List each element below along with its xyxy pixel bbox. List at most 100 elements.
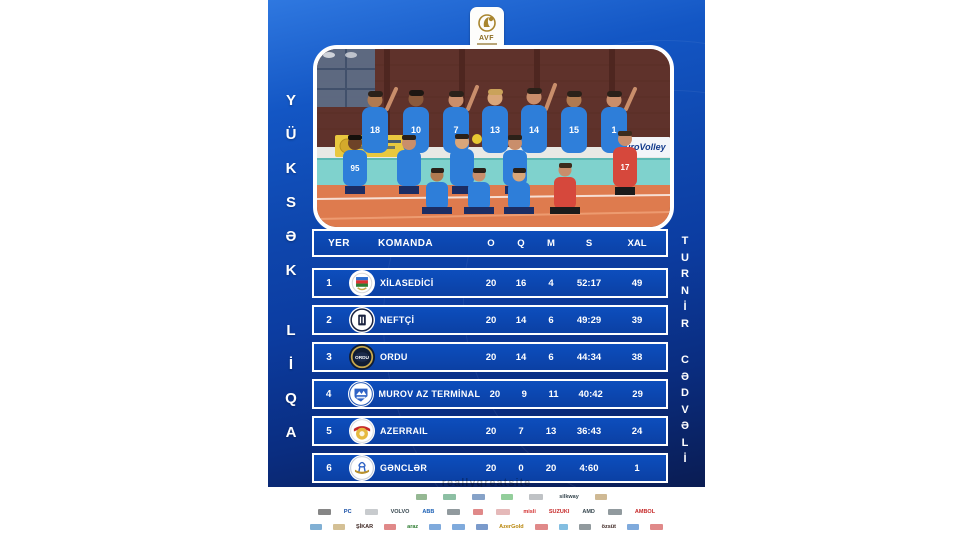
table-row-xilasedici: 1 XİLASEDİCİ 20 16 4 52:17 49 xyxy=(312,268,668,298)
sponsor-logo xyxy=(472,494,486,500)
rank: 2 xyxy=(326,314,332,326)
stat-q: 14 xyxy=(515,314,527,326)
stat-o: 20 xyxy=(485,462,497,474)
sponsor-logo xyxy=(364,509,378,515)
rank: 3 xyxy=(326,351,332,363)
sponsor-logo xyxy=(384,524,397,530)
team-logo-murov xyxy=(343,381,378,407)
sponsor-logo xyxy=(416,494,428,500)
sponsor-logo xyxy=(607,509,622,515)
vertical-title-turnir: T U R N İ R xyxy=(681,235,689,330)
stat-m: 4 xyxy=(548,277,554,289)
svg-text:95: 95 xyxy=(351,164,360,173)
header-yer: YER xyxy=(328,237,350,249)
avf-federation-badge: AVF xyxy=(469,7,504,51)
avf-volleyball-icon xyxy=(477,14,496,32)
table-row-murov: 4 MUROV AZ TERMİNAL 20 9 11 40:42 29 xyxy=(312,379,668,409)
stat-q: 14 xyxy=(515,351,527,363)
sponsor-strip: silkway PC VOLVO ABB misli SUZUKI AMD AMBOL Şİ… xyxy=(268,487,705,540)
svg-text:15: 15 xyxy=(569,125,579,135)
sponsor-logo: SUZUKI xyxy=(548,509,570,515)
sponsor-logo xyxy=(452,524,466,530)
avf-badge-underline xyxy=(476,43,497,45)
stat-q: 0 xyxy=(518,462,524,474)
rank: 4 xyxy=(325,388,332,400)
svg-text:7: 7 xyxy=(453,125,458,135)
sponsor-logo xyxy=(473,509,484,515)
team-logo-neftci xyxy=(344,307,380,333)
team-name: GƏNCLƏR xyxy=(380,463,428,473)
svg-text:1: 1 xyxy=(611,125,616,135)
sponsor-logo: AzerGold xyxy=(499,524,524,530)
svg-text:10: 10 xyxy=(411,125,421,135)
stat-xal: 38 xyxy=(631,351,643,363)
header-q: Q xyxy=(517,237,525,249)
sponsor-logo xyxy=(534,524,548,530)
table-row-gencler: 6 GƏNCLƏR 20 0 20 4:60 1 xyxy=(312,453,668,483)
svg-text:ORDU: ORDU xyxy=(355,355,370,361)
stat-s: 44:34 xyxy=(576,351,602,363)
team-name: ORDU xyxy=(380,352,408,362)
sponsor-logo: AMBOL xyxy=(634,509,656,515)
standings-header-row: YER KOMANDA O Q M S XAL xyxy=(312,229,668,257)
rank: 5 xyxy=(326,425,332,437)
sponsor-logo xyxy=(429,524,442,530)
svg-text:14: 14 xyxy=(529,125,539,135)
sponsor-logo xyxy=(443,494,457,500)
stat-s: 49:29 xyxy=(576,314,602,326)
sponsor-logo: VOLVO xyxy=(390,509,410,515)
rank: 1 xyxy=(326,277,332,289)
vertical-title-yuksek: Y Ü K S Ə K xyxy=(285,92,297,279)
sponsor-logo: silkway xyxy=(559,494,579,500)
stat-xal: 1 xyxy=(634,462,640,474)
table-row-ordu: 3 ORDU ORDU 20 14 6 44:34 38 xyxy=(312,342,668,372)
sponsor-logo xyxy=(529,494,544,500)
stat-m: 13 xyxy=(545,425,557,437)
stat-m: 20 xyxy=(545,462,557,474)
sponsor-logo: misli xyxy=(523,509,536,515)
header-s: S xyxy=(585,237,593,249)
team-name: MUROV AZ TERMİNAL xyxy=(378,389,481,399)
svg-text:13: 13 xyxy=(490,125,500,135)
template-watermark: reallygreatsite xyxy=(441,477,532,489)
team-name: XİLASEDİCİ xyxy=(380,278,434,288)
sponsor-row-2: PC VOLVO ABB misli SUZUKI AMD AMBOL xyxy=(268,509,705,515)
rank: 6 xyxy=(326,462,332,474)
sponsor-logo: özsüt xyxy=(601,524,616,530)
sponsor-row-3: ŞİKAR araz AzerGold özsüt xyxy=(268,524,705,530)
stat-o: 20 xyxy=(485,351,497,363)
stat-o: 20 xyxy=(485,425,497,437)
sponsor-logo xyxy=(578,524,591,530)
sponsor-logo: ABB xyxy=(422,509,435,515)
stat-xal: 49 xyxy=(631,277,643,289)
sponsor-logo xyxy=(649,524,663,530)
sponsor-logo xyxy=(558,524,568,530)
team-name: AZERRAIL xyxy=(380,426,428,436)
header-xal: XAL xyxy=(627,237,647,249)
sponsor-logo xyxy=(626,524,639,530)
players-back-row: 18 10 7 13 xyxy=(362,83,637,153)
team-photo: EuroVolley 18 xyxy=(313,45,674,231)
sponsor-logo xyxy=(496,509,511,515)
vertical-title-cedveli: C Ə D V Ə L İ xyxy=(681,354,689,465)
sponsor-logo xyxy=(333,524,346,530)
header-komanda: KOMANDA xyxy=(378,237,434,249)
sponsor-logo xyxy=(317,509,331,515)
sponsor-logo: PC xyxy=(343,509,352,515)
stat-xal: 24 xyxy=(631,425,643,437)
team-logo-ordu: ORDU xyxy=(344,344,380,370)
sponsor-logo xyxy=(501,494,514,500)
sponsor-logo: AMD xyxy=(582,509,595,515)
sponsor-row-1: silkway xyxy=(268,494,705,500)
stat-xal: 29 xyxy=(632,388,643,400)
stat-xal: 39 xyxy=(631,314,643,326)
stat-m: 6 xyxy=(548,351,554,363)
header-m: M xyxy=(547,237,555,249)
avf-badge-label: AVF xyxy=(479,35,494,42)
sponsor-logo xyxy=(447,509,461,515)
stat-s: 36:43 xyxy=(576,425,602,437)
stat-m: 6 xyxy=(548,314,554,326)
euro-volley-board-label: EuroVolley xyxy=(619,142,667,152)
team-name: NEFTÇİ xyxy=(380,315,415,325)
stat-m: 11 xyxy=(548,388,559,400)
